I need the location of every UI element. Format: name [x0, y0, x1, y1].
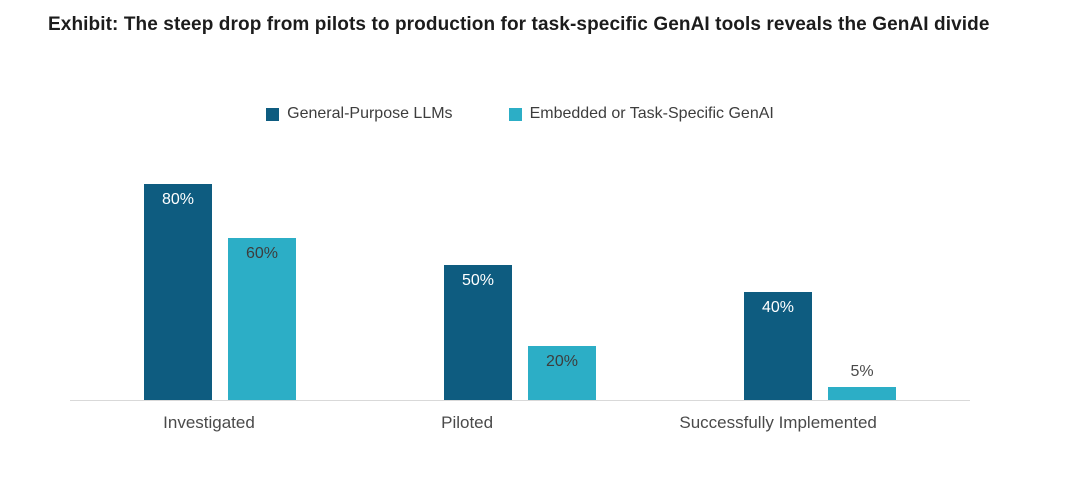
- bar-embedded-or-task-specific-genai-investigated: 60%: [228, 238, 296, 400]
- plot-area: 80% 60% 50% 20% 40% 5%: [70, 168, 970, 401]
- category-row: Investigated Piloted Successfully Implemen…: [70, 413, 970, 433]
- bar-value-label: 20%: [545, 353, 579, 370]
- legend-label: Embedded or Task-Specific GenAI: [529, 105, 774, 122]
- category-label-investigated: Investigated: [163, 413, 255, 432]
- bar-group-piloted: 50% 20%: [444, 168, 596, 400]
- bar-general-purpose-llms-successfully-implemented: 40%: [744, 292, 812, 400]
- chart-title: Exhibit: The steep drop from pilots to p…: [48, 14, 990, 35]
- legend-swatch-icon: [508, 107, 522, 121]
- plot-wrap: 80% 60% 50% 20% 40% 5% Investigated Piloted Suc…: [70, 168, 970, 433]
- bar-group-successfully-implemented: 40% 5%: [744, 168, 896, 400]
- bar-value-label: 50%: [461, 272, 495, 289]
- category-label-piloted: Piloted: [441, 413, 494, 432]
- bar-group-investigated: 80% 60%: [144, 168, 296, 400]
- bar-embedded-or-task-specific-genai-piloted: 20%: [528, 346, 596, 400]
- bar-value-label: 80%: [161, 191, 195, 208]
- bar-embedded-or-task-specific-genai-successfully-implemented: 5%: [828, 363, 896, 400]
- bar-value-label: 5%: [850, 362, 874, 380]
- bar-value-label: 40%: [761, 299, 795, 316]
- bar-value-label: 60%: [245, 245, 279, 262]
- legend: General-Purpose LLMs Embedded or Task-Spe…: [70, 105, 970, 123]
- legend-item-embedded-or-task-specific-genai: Embedded or Task-Specific GenAI: [508, 105, 774, 123]
- bar-general-purpose-llms-investigated: 80%: [144, 184, 212, 400]
- bar-general-purpose-llms-piloted: 50%: [444, 265, 512, 400]
- category-label-successfully-implemented: Successfully Implemented: [679, 413, 877, 432]
- legend-label: General-Purpose LLMs: [287, 105, 453, 122]
- legend-item-general-purpose-llms: General-Purpose LLMs: [266, 105, 453, 123]
- legend-swatch-icon: [266, 107, 280, 121]
